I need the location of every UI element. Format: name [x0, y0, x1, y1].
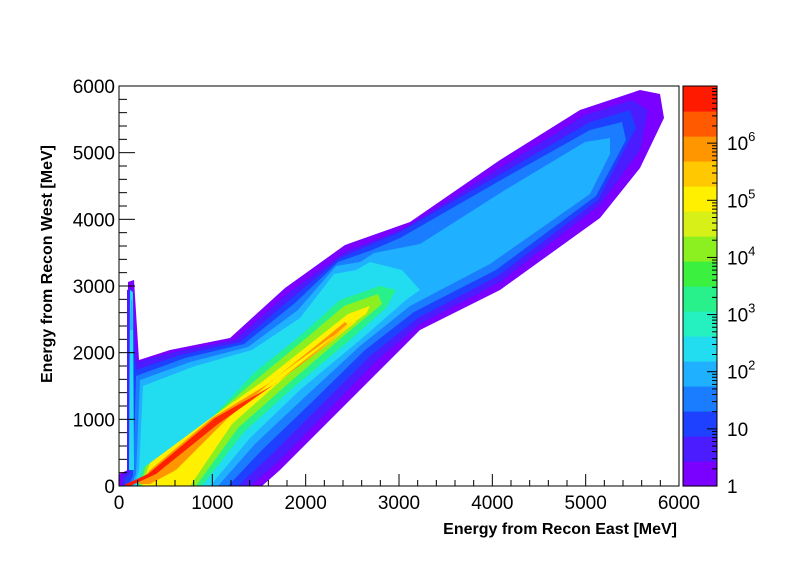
- y-tick-label: 5000: [73, 144, 115, 165]
- z-tick-label: 106: [727, 129, 755, 155]
- y-tick-label: 2000: [73, 344, 115, 365]
- x-axis-label: Energy from Recon East [MeV]: [443, 521, 677, 538]
- z-tick-label: 104: [727, 243, 755, 269]
- z-tick-label: 105: [727, 186, 755, 212]
- color-scale-step: [683, 111, 717, 137]
- color-scale: [683, 86, 717, 487]
- y-tick-label: 6000: [73, 77, 115, 98]
- color-scale-step: [683, 336, 717, 362]
- x-tick-label: 5000: [565, 493, 607, 514]
- x-tick-label: 4000: [471, 493, 513, 514]
- color-scale-step: [683, 436, 717, 462]
- color-scale-frame: [682, 85, 718, 487]
- color-scale-step: [683, 411, 717, 437]
- color-scale-step: [683, 186, 717, 212]
- color-scale-step: [683, 161, 717, 187]
- y-tick-label: 3000: [73, 277, 115, 298]
- x-tick-label: 6000: [658, 493, 700, 514]
- color-scale-step: [683, 211, 717, 237]
- color-scale-step: [683, 86, 717, 112]
- y-tick-label: 1000: [73, 410, 115, 431]
- density-spike: [129, 290, 134, 470]
- color-scale-step: [683, 461, 717, 487]
- color-scale-step: [683, 361, 717, 387]
- z-tick-label: 1: [727, 477, 738, 498]
- color-scale-step: [683, 311, 717, 337]
- color-scale-axis: 1 10 102 103 104 105 106: [707, 88, 755, 498]
- x-tick-label: 3000: [378, 493, 420, 514]
- y-axis-label: Energy from Recon West [MeV]: [39, 145, 56, 383]
- y-tick-label: 0: [104, 477, 115, 498]
- z-tick-label: 102: [727, 358, 755, 384]
- density-spike-core: [130, 300, 133, 330]
- z-tick-label: 10: [727, 420, 748, 441]
- color-scale-step: [683, 136, 717, 162]
- color-scale-step: [683, 261, 717, 287]
- z-tick-label: 103: [727, 301, 755, 327]
- density-regions: [119, 90, 664, 486]
- x-tick-label: 2000: [285, 493, 327, 514]
- color-scale-step: [683, 286, 717, 312]
- color-scale-step: [683, 386, 717, 412]
- x-tick-label: 1000: [191, 493, 233, 514]
- x-tick-label: 0: [114, 493, 125, 514]
- y-tick-label: 4000: [73, 210, 115, 231]
- y-axis: 0 1000 2000 3000 4000 5000 6000: [73, 77, 135, 498]
- x-axis: 0 1000 2000 3000 4000 5000 6000: [114, 474, 700, 514]
